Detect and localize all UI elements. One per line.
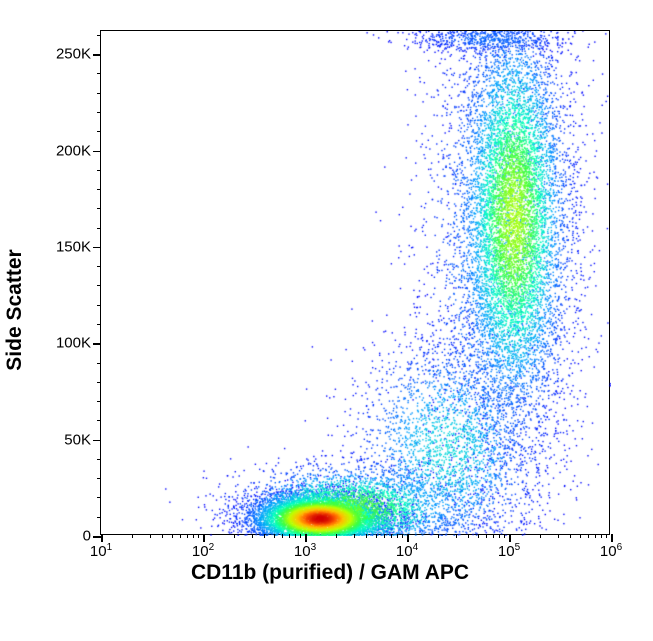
x-tick-minor [588,534,589,538]
x-tick-minor [274,534,275,538]
x-tick-minor [198,534,199,538]
y-tick-minor [97,208,101,209]
x-tick-minor [580,534,581,538]
y-tick-label: 150K [56,238,91,255]
y-tick-minor [97,305,101,306]
x-tick-label: 101 [90,542,112,560]
x-tick-minor [366,534,367,538]
x-tick [203,534,205,542]
x-tick-minor [300,534,301,538]
y-tick-minor [97,401,101,402]
x-tick-minor [295,534,296,538]
y-tick-minor [97,324,101,325]
x-tick-minor [234,534,235,538]
x-tick-minor [478,534,479,538]
x-tick-minor [606,534,607,538]
plot-area: 050K100K150K200K250K101102103104105106 [100,30,610,535]
x-tick-minor [180,534,181,538]
x-tick-minor [486,534,487,538]
y-tick-minor [97,228,101,229]
y-tick-minor [97,131,101,132]
x-tick-minor [595,534,596,538]
x-tick [101,534,103,542]
x-tick-minor [504,534,505,538]
y-tick-label: 250K [56,46,91,63]
x-tick-minor [187,534,188,538]
x-tick-minor [468,534,469,538]
x-tick [407,534,409,542]
x-tick-label: 104 [396,542,418,560]
x-tick-minor [438,534,439,538]
x-tick [509,534,511,542]
x-tick-label: 105 [498,542,520,560]
y-tick-minor [97,382,101,383]
x-tick-minor [540,534,541,538]
y-tick-minor [97,517,101,518]
y-tick-minor [97,73,101,74]
x-tick [611,534,613,542]
y-tick-minor [97,189,101,190]
x-tick [305,534,307,542]
y-tick-minor [97,285,101,286]
x-tick-minor [493,534,494,538]
y-tick-label: 200K [56,142,91,159]
x-tick-label: 102 [192,542,214,560]
y-tick-minor [97,35,101,36]
x-tick-minor [384,534,385,538]
y-tick-minor [97,266,101,267]
x-tick-minor [282,534,283,538]
x-tick-minor [150,534,151,538]
scatter-canvas [101,31,611,536]
x-tick-minor [354,534,355,538]
y-tick-label: 50K [64,431,91,448]
x-tick-minor [252,534,253,538]
y-tick-minor [97,459,101,460]
y-tick-minor [97,420,101,421]
x-tick-minor [162,534,163,538]
x-tick-minor [264,534,265,538]
y-axis-label: Side Scatter [3,249,27,370]
y-tick-minor [97,478,101,479]
y-tick-minor [97,497,101,498]
x-tick-minor [397,534,398,538]
x-tick-minor [132,534,133,538]
y-tick [93,343,101,345]
x-tick-minor [289,534,290,538]
x-tick-minor [456,534,457,538]
y-tick [93,247,101,249]
flow-cytometry-chart: Side Scatter 050K100K150K200K250K1011021… [40,20,620,600]
y-tick [93,54,101,56]
x-tick-minor [499,534,500,538]
x-tick-minor [601,534,602,538]
x-tick-minor [193,534,194,538]
x-tick-minor [570,534,571,538]
x-tick-minor [172,534,173,538]
x-axis-label: CD11b (purified) / GAM APC [191,561,469,585]
y-tick-minor [97,112,101,113]
x-tick-label: 106 [600,542,622,560]
x-tick-minor [391,534,392,538]
y-tick [93,536,101,538]
y-tick-label: 100K [56,335,91,352]
y-tick-minor [97,363,101,364]
x-tick-minor [402,534,403,538]
x-tick-minor [376,534,377,538]
y-tick [93,151,101,153]
x-tick-label: 103 [294,542,316,560]
y-tick [93,440,101,442]
x-tick-minor [558,534,559,538]
y-tick-minor [97,93,101,94]
y-tick-minor [97,170,101,171]
x-tick-minor [336,534,337,538]
